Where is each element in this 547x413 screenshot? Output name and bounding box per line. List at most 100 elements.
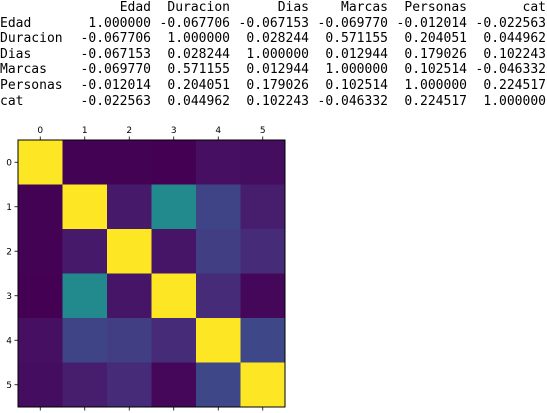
table-cell: -0.022563 bbox=[80, 93, 151, 109]
x-tick-label: 1 bbox=[82, 126, 88, 136]
heatmap-cell bbox=[18, 229, 63, 274]
table-row: Duracion -0.067706 1.000000 0.028244 0.5… bbox=[0, 31, 546, 47]
heatmap-cell bbox=[240, 140, 286, 185]
table-cell: -0.012014 bbox=[80, 77, 151, 93]
heatmap-cell bbox=[151, 184, 197, 230]
table-cell: -0.069770 bbox=[80, 62, 151, 78]
table-cell: -0.067706 bbox=[159, 15, 230, 31]
table-cell: -0.067706 bbox=[80, 31, 151, 47]
plot-frame bbox=[17, 139, 286, 408]
table-row: Dias -0.067153 0.028244 1.000000 0.01294… bbox=[0, 47, 546, 63]
heatmap-cell bbox=[107, 140, 152, 185]
heatmap-cell bbox=[196, 229, 241, 274]
heatmap-cell bbox=[240, 318, 286, 363]
table-cell: 1.000000 bbox=[167, 31, 230, 47]
row-header: Edad bbox=[0, 15, 32, 31]
table-cell: 0.012944 bbox=[325, 46, 388, 62]
column-header: Edad bbox=[119, 0, 151, 15]
x-tick-label: 4 bbox=[215, 126, 221, 136]
heatmap-cell bbox=[62, 140, 108, 185]
table-corner bbox=[0, 0, 72, 16]
heatmap-cell bbox=[62, 273, 108, 319]
row-header: Personas bbox=[0, 77, 63, 93]
table-cell: -0.012014 bbox=[396, 15, 467, 31]
table-cell: 1.000000 bbox=[404, 77, 467, 93]
x-tick-label: 3 bbox=[171, 126, 177, 136]
table-cell: 0.044962 bbox=[167, 93, 230, 109]
table-row: Personas -0.012014 0.204051 0.179026 0.1… bbox=[0, 78, 546, 94]
row-header: Dias bbox=[0, 46, 32, 62]
column-header: Dias bbox=[277, 0, 309, 15]
table-cell: 0.102243 bbox=[246, 93, 309, 109]
heatmap-cell bbox=[151, 362, 197, 408]
table-cell: 0.179026 bbox=[404, 46, 467, 62]
table-cell: 1.000000 bbox=[483, 93, 546, 109]
heatmap-cell bbox=[107, 318, 152, 363]
table-cell: 0.102514 bbox=[404, 62, 467, 78]
heatmap-cell bbox=[62, 184, 108, 230]
row-header: cat bbox=[0, 93, 24, 109]
table-row: cat -0.022563 0.044962 0.102243 -0.04633… bbox=[0, 94, 546, 110]
heatmap-cell bbox=[107, 184, 152, 230]
y-tick-label: 4 bbox=[6, 336, 12, 346]
table-cell: -0.022563 bbox=[475, 15, 546, 31]
correlation-table: Edad Duracion Dias Marcas Personas cat E… bbox=[0, 0, 546, 109]
heatmap-cell bbox=[196, 184, 241, 230]
heatmap-cell bbox=[151, 273, 197, 319]
table-cell: -0.069770 bbox=[317, 15, 388, 31]
y-tick-label: 3 bbox=[6, 292, 12, 302]
heatmap-cell bbox=[151, 318, 197, 363]
table-row: Edad 1.000000 -0.067706 -0.067153 -0.069… bbox=[0, 16, 546, 32]
row-header: Duracion bbox=[0, 31, 63, 47]
table-cell: 0.224517 bbox=[483, 77, 546, 93]
heatmap-cell bbox=[18, 184, 63, 230]
table-cell: 0.179026 bbox=[246, 77, 309, 93]
table-cell: -0.067153 bbox=[238, 15, 309, 31]
heatmap-cell bbox=[18, 140, 63, 185]
heatmap-cell bbox=[151, 229, 197, 274]
column-header: Duracion bbox=[167, 0, 230, 15]
heatmap-cell bbox=[18, 318, 63, 363]
heatmap-cell bbox=[151, 140, 197, 185]
table-cell: 0.571155 bbox=[167, 62, 230, 78]
heatmap-cell bbox=[240, 184, 286, 230]
heatmap-cell bbox=[18, 273, 63, 319]
row-header: Marcas bbox=[0, 62, 47, 78]
table-cell: 1.000000 bbox=[325, 62, 388, 78]
table-cell: 0.102514 bbox=[325, 77, 388, 93]
heatmap-cell bbox=[196, 140, 241, 185]
table-cell: 0.028244 bbox=[246, 31, 309, 47]
heatmap-cell bbox=[62, 362, 108, 408]
y-tick-label: 2 bbox=[6, 247, 12, 257]
table-cell: 0.012944 bbox=[246, 62, 309, 78]
table-cell: 1.000000 bbox=[88, 15, 151, 31]
table-cell: -0.067153 bbox=[80, 46, 151, 62]
table-cell: 1.000000 bbox=[246, 46, 309, 62]
table-cell: -0.046332 bbox=[317, 93, 388, 109]
table-cell: 0.571155 bbox=[325, 31, 388, 47]
heatmap-cell bbox=[196, 362, 241, 408]
x-tick-label: 2 bbox=[126, 126, 132, 136]
heatmap-cell bbox=[107, 362, 152, 408]
column-header: Personas bbox=[404, 0, 467, 15]
heatmap-cell bbox=[240, 273, 286, 319]
table-row: Marcas -0.069770 0.571155 0.012944 1.000… bbox=[0, 62, 546, 78]
correlation-heatmap: 0 0 1 1 2 2 3 3 4 4 5 5 bbox=[6, 126, 286, 411]
heatmap-cell bbox=[240, 362, 286, 408]
heatmap-cell bbox=[62, 318, 108, 363]
table-cell: 0.044962 bbox=[483, 31, 546, 47]
y-tick-label: 5 bbox=[6, 381, 12, 391]
x-tick-label: 0 bbox=[37, 126, 43, 136]
heatmap-cell bbox=[107, 273, 152, 319]
table-cell: 0.204051 bbox=[167, 77, 230, 93]
x-tick-label: 5 bbox=[260, 126, 266, 136]
heatmap-cell bbox=[240, 229, 286, 274]
column-header: cat bbox=[522, 0, 546, 15]
table-cell: 0.204051 bbox=[404, 31, 467, 47]
heatmap-cell bbox=[107, 229, 152, 274]
table-cell: 0.224517 bbox=[404, 93, 467, 109]
heatmap-cell bbox=[62, 229, 108, 274]
heatmap-cell bbox=[18, 362, 63, 408]
table-cell: 0.028244 bbox=[167, 46, 230, 62]
column-header: Marcas bbox=[341, 0, 388, 15]
